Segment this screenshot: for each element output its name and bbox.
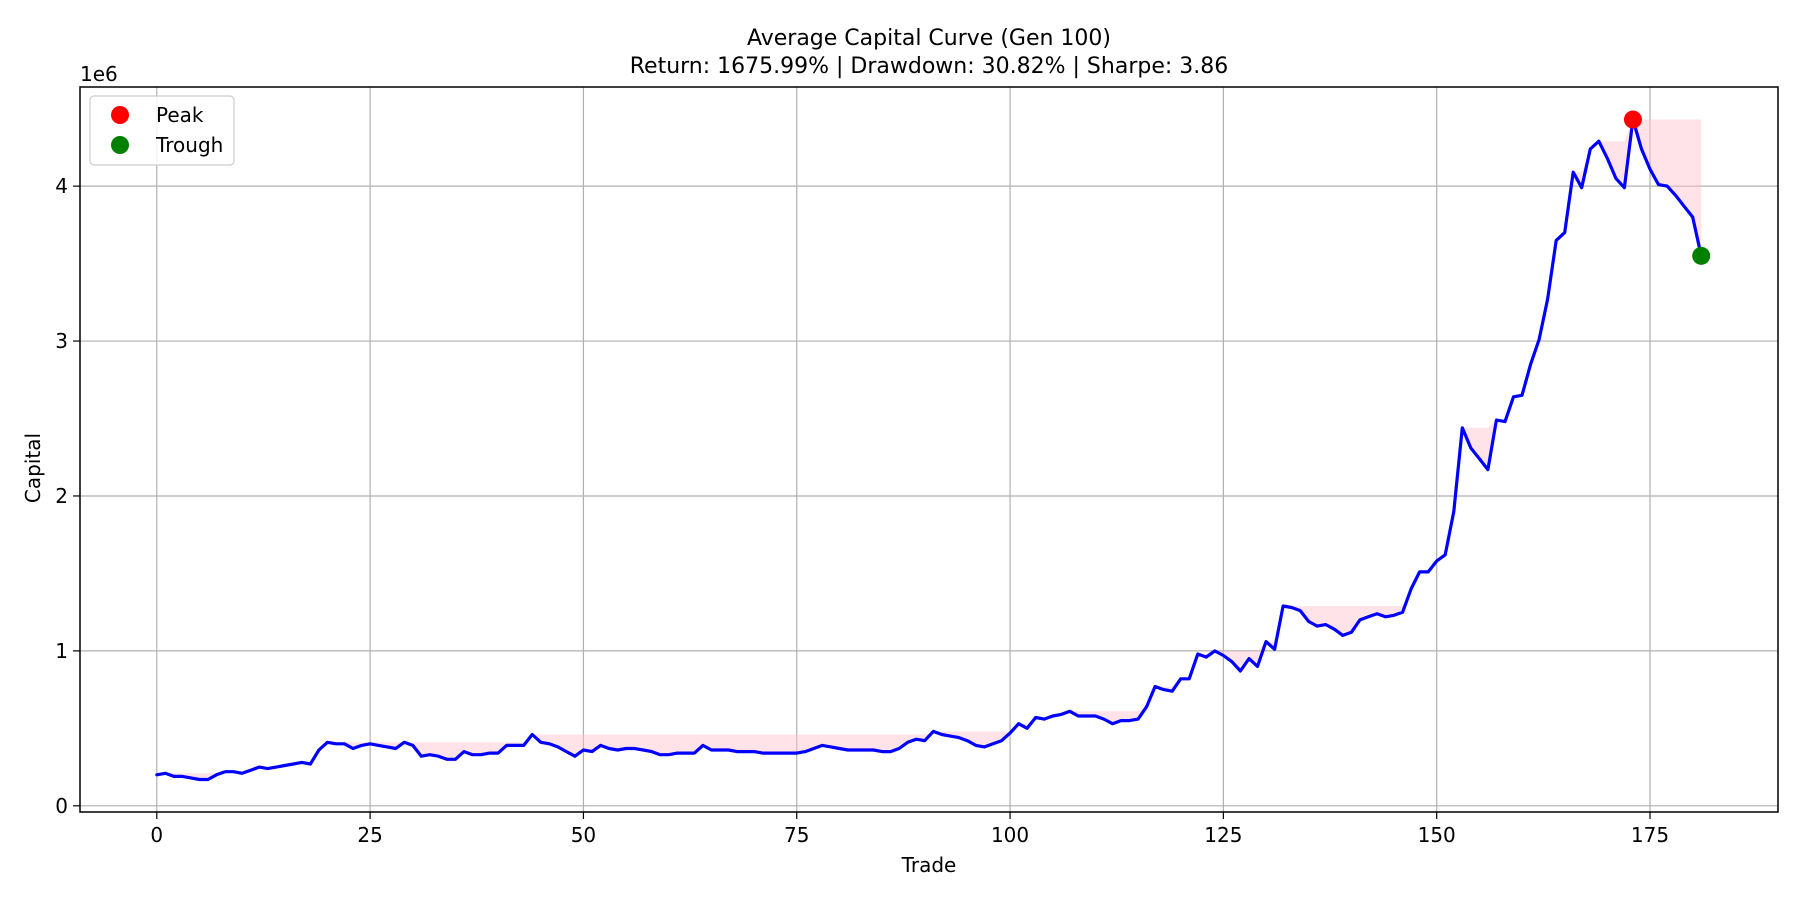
x-axis-label: Trade — [901, 853, 957, 877]
x-tick-label-5: 125 — [1204, 823, 1242, 847]
x-axis-ticks: 0 25 50 75 100 125 150 175 — [150, 812, 1669, 847]
y-axis-ticks: 0 1 2 3 4 — [55, 174, 80, 818]
x-tick-label-7: 175 — [1631, 823, 1669, 847]
x-tick-label-4: 100 — [991, 823, 1029, 847]
x-tick-label-0: 0 — [150, 823, 163, 847]
legend-peak-marker — [111, 106, 129, 124]
drawdown-area — [156, 119, 1702, 780]
y-axis-label: Capital — [21, 433, 45, 503]
legend: Peak Trough — [89, 95, 235, 166]
y-tick-label-2: 2 — [55, 484, 68, 508]
x-tick-label-6: 150 — [1418, 823, 1456, 847]
series-layer — [155, 117, 1703, 782]
chart-title: Average Capital Curve (Gen 100) — [747, 26, 1111, 51]
legend-peak-label: Peak — [156, 103, 204, 127]
grid — [80, 87, 1778, 812]
y-tick-label-0: 0 — [55, 794, 68, 818]
trough-marker — [1692, 246, 1711, 265]
peak-marker — [1623, 110, 1642, 129]
axes-frame — [79, 86, 1779, 813]
capital-line — [155, 117, 1703, 782]
x-tick-label-2: 50 — [571, 823, 596, 847]
legend-trough-label: Trough — [155, 133, 223, 157]
y-scale-label: 1e6 — [80, 62, 118, 86]
y-tick-label-1: 1 — [55, 639, 68, 663]
x-tick-label-1: 25 — [357, 823, 382, 847]
y-tick-label-4: 4 — [55, 174, 68, 198]
drawdown-fill — [156, 119, 1702, 780]
marker-layer — [1623, 110, 1711, 265]
y-tick-label-3: 3 — [55, 329, 68, 353]
x-tick-label-3: 75 — [784, 823, 809, 847]
legend-trough-marker — [111, 136, 129, 154]
chart-subtitle: Return: 1675.99% | Drawdown: 30.82% | Sh… — [630, 54, 1229, 79]
